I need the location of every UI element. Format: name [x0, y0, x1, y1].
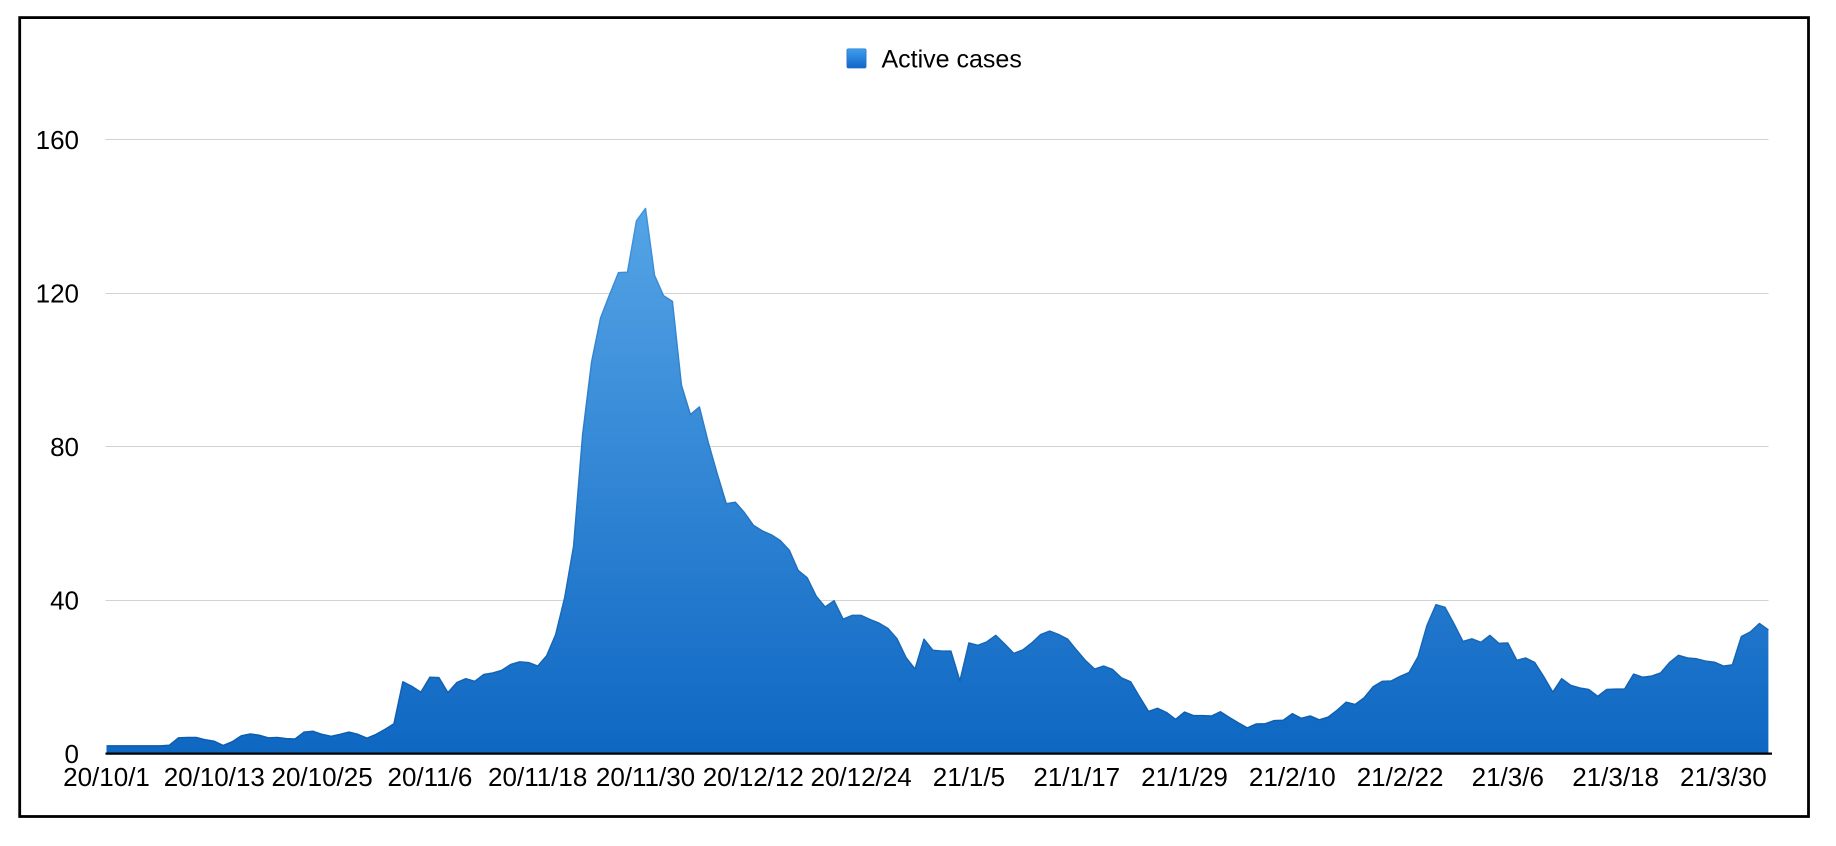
svg-text:20/12/12: 20/12/12	[703, 762, 804, 792]
svg-text:21/1/5: 21/1/5	[933, 762, 1005, 792]
svg-text:120: 120	[36, 278, 79, 308]
svg-text:20/12/24: 20/12/24	[810, 762, 911, 792]
svg-text:21/3/18: 21/3/18	[1572, 762, 1659, 792]
svg-text:40: 40	[50, 585, 79, 615]
svg-text:21/2/10: 21/2/10	[1249, 762, 1336, 792]
svg-text:20/11/18: 20/11/18	[488, 762, 587, 792]
svg-text:21/1/29: 21/1/29	[1141, 762, 1228, 792]
svg-text:20/10/13: 20/10/13	[164, 762, 265, 792]
svg-text:21/3/6: 21/3/6	[1472, 762, 1544, 792]
svg-text:20/11/30: 20/11/30	[596, 762, 695, 792]
svg-text:0: 0	[65, 739, 79, 769]
svg-text:21/3/30: 21/3/30	[1680, 762, 1767, 792]
svg-text:20/10/1: 20/10/1	[63, 762, 150, 792]
svg-text:21/2/22: 21/2/22	[1357, 762, 1444, 792]
svg-text:160: 160	[36, 125, 79, 155]
svg-text:20/10/25: 20/10/25	[271, 762, 372, 792]
svg-text:Active cases: Active cases	[882, 46, 1022, 74]
svg-text:20/11/6: 20/11/6	[387, 762, 472, 792]
svg-text:21/1/17: 21/1/17	[1033, 762, 1120, 792]
svg-text:80: 80	[50, 432, 79, 462]
